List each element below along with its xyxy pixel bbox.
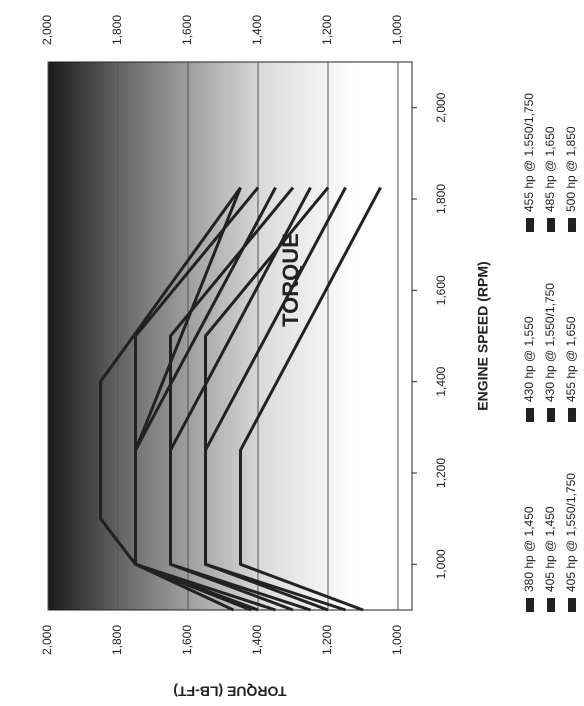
x-axis-label: ENGINE SPEED (RPM): [475, 261, 491, 410]
y-tick-label: 1,000: [390, 15, 404, 45]
y-tick-label: 1,800: [110, 15, 124, 45]
x-tick-label: 1,000: [434, 549, 448, 579]
legend-swatch: [526, 408, 534, 422]
y-tick-label: 1,400: [250, 15, 264, 45]
line: [239, 186, 382, 612]
legend-label: 405 hp @ 1,550/1,750: [564, 473, 578, 592]
line: [99, 186, 242, 612]
y-tick-label: 1,000: [390, 625, 404, 655]
legend-label: 380 hp @ 1,450: [522, 506, 536, 592]
legend-label: 455 hp @ 1,650: [564, 316, 578, 402]
line: [169, 186, 295, 612]
legend-swatch: [526, 218, 534, 232]
line: [204, 186, 330, 612]
legend-swatch: [547, 598, 555, 612]
y-tick-label: 1,400: [250, 625, 264, 655]
legend-label: 430 hp @ 1,550: [522, 316, 536, 402]
legend-label: 455 hp @ 1,550/1,750: [522, 93, 536, 212]
x-tick-label: 1,600: [434, 275, 448, 305]
legend-label: 485 hp @ 1,650: [543, 126, 557, 212]
legend-label: 500 hp @ 1,850: [564, 126, 578, 212]
x-tick-label: 1,800: [434, 184, 448, 214]
y-tick-label: 2,000: [40, 15, 54, 45]
y-tick-label: 1,600: [180, 15, 194, 45]
x-tick-label: 1,200: [434, 458, 448, 488]
legend-swatch: [547, 408, 555, 422]
x-tick-label: 2,000: [434, 92, 448, 122]
legend-swatch: [568, 598, 576, 612]
legend-swatch: [526, 598, 534, 612]
legend-label: 430 hp @ 1,550/1,750: [543, 283, 557, 402]
y-axis-label: TORQUE (LB-FT): [173, 683, 286, 699]
legend-swatch: [568, 408, 576, 422]
chart-title: TORQUE: [278, 233, 303, 327]
y-tick-label: 1,800: [110, 625, 124, 655]
y-tick-label: 1,200: [320, 15, 334, 45]
y-tick-label: 2,000: [40, 625, 54, 655]
legend-swatch: [547, 218, 555, 232]
y-tick-label: 1,200: [320, 625, 334, 655]
legend-label: 405 hp @ 1,450: [543, 506, 557, 592]
line: [134, 186, 277, 612]
legend-swatch: [568, 218, 576, 232]
x-tick-label: 1,400: [434, 366, 448, 396]
y-tick-label: 1,600: [180, 625, 194, 655]
